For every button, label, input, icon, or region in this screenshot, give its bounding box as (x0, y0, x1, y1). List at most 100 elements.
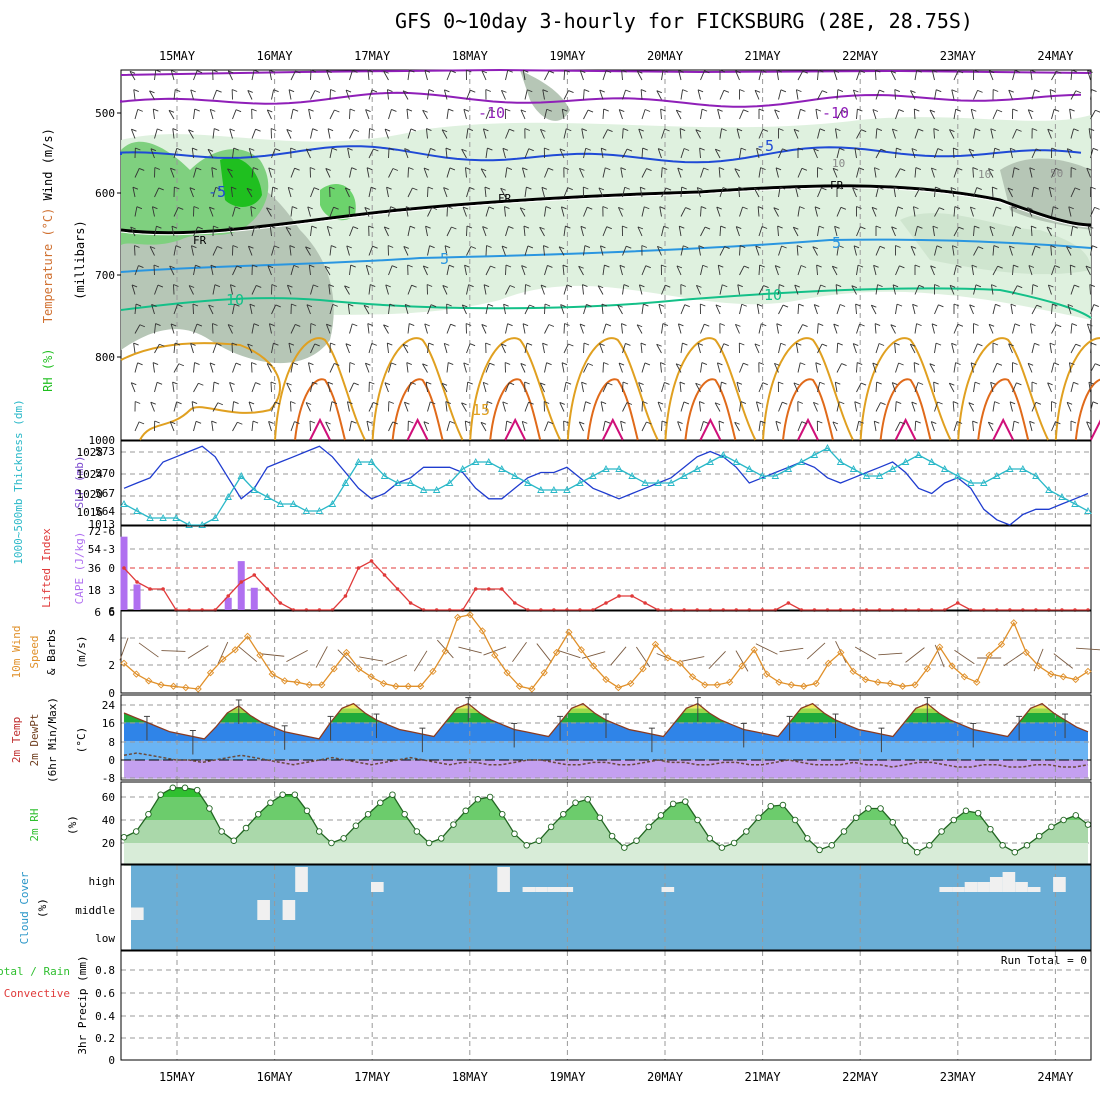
wind-barb (271, 304, 277, 315)
wind-barb (1007, 187, 1013, 198)
wind-barb (778, 284, 780, 295)
wind-barb (407, 323, 410, 334)
wind-barb (933, 128, 935, 139)
wind-barb (345, 343, 350, 354)
thickness-point (953, 472, 962, 479)
wind-barb (1066, 246, 1072, 256)
thickness-point (289, 500, 298, 507)
wind-barb (1031, 89, 1036, 100)
wind-barb-flag (1030, 69, 1036, 73)
wind-barb-flag (481, 324, 487, 327)
wind-barb (856, 129, 862, 139)
wind-barb-flag (1067, 304, 1074, 307)
wind-barb (700, 226, 706, 237)
rh-point (962, 807, 970, 815)
wind-barb-flag (872, 109, 879, 112)
rh-tick-60: 60 (102, 791, 115, 804)
wind-point (1072, 675, 1080, 684)
wind-barb (719, 225, 722, 237)
wind-barb-flag (856, 206, 862, 209)
wind-barb-flag (402, 343, 409, 347)
wind-barb (949, 129, 955, 139)
wind-barb (875, 148, 882, 159)
wind-barb-flag (951, 342, 957, 346)
wind-barb (446, 109, 449, 120)
wind-barb (953, 265, 957, 276)
wind-barb (227, 324, 233, 334)
wind-barb-flag (955, 108, 961, 112)
wind-barb-flag (430, 148, 436, 151)
wind-barb-flag (702, 264, 708, 268)
wind-barb-flag (274, 148, 281, 152)
wind-barb-flag (392, 168, 399, 171)
wind-barb (661, 285, 666, 295)
thickness-point (914, 451, 923, 458)
wind-barb (797, 421, 803, 432)
wind-barb (290, 324, 296, 334)
wind-barb-flag (599, 343, 605, 347)
wind-barb-flag (760, 420, 766, 424)
wind-barb (715, 304, 721, 315)
wind-barb-flag (860, 382, 867, 386)
wind-point (812, 679, 820, 688)
wind-barb (951, 245, 955, 256)
wind-barb (641, 265, 647, 276)
wind-barb (579, 168, 584, 178)
wind-barb (480, 422, 487, 432)
wind-barb (836, 304, 841, 315)
wind-barb (875, 381, 878, 393)
wind-barb (756, 148, 760, 159)
top-date-17MAY: 17MAY (354, 49, 391, 63)
cloud-level-middle: middle (75, 904, 115, 917)
wind-barb-flag (754, 187, 760, 191)
wind-barb (638, 284, 643, 295)
wind-barb-flag (723, 89, 730, 93)
pressure-tick-500: 500 (95, 107, 115, 120)
wind-barb (1090, 304, 1095, 315)
wind-barb (834, 382, 838, 393)
wind-barb-flag (794, 284, 800, 288)
wind-barb-flag (135, 401, 141, 404)
wind-barb (914, 382, 919, 393)
wind-point (948, 662, 956, 670)
wind-barb (968, 402, 974, 412)
wind-barb-flag (175, 245, 182, 249)
wind-barb (852, 187, 857, 198)
wind-barb-flag (890, 70, 897, 74)
thickness-point (862, 472, 871, 479)
rh-point (218, 828, 225, 835)
wind-barb (544, 324, 550, 334)
wind-barb-flag (953, 147, 959, 151)
wind-barb (911, 401, 916, 412)
wind-barb-flag (675, 363, 682, 367)
wind-barb-flag (996, 206, 1002, 210)
rh-point (279, 791, 286, 798)
wind-barb-flag (391, 109, 397, 112)
wind-barb (346, 245, 350, 256)
wind-barb (349, 70, 353, 81)
wind-barb-flag (584, 245, 591, 249)
wind-barb (602, 70, 607, 81)
wind-barb (909, 343, 916, 354)
wind-barb-flag (365, 362, 371, 366)
wind-barb-flag (778, 381, 784, 385)
wind-barb-flag (173, 284, 179, 287)
wind-barb-flag (1028, 265, 1035, 268)
wind-barb (700, 109, 703, 120)
wind-barb (427, 401, 431, 412)
wind-barb (288, 343, 292, 354)
wind-barb (622, 284, 625, 295)
wind-barb-flag (157, 284, 164, 288)
thickness-point (1019, 465, 1027, 472)
wind-barb (737, 284, 740, 295)
wind-barb (1051, 71, 1057, 81)
wind-barb (639, 187, 643, 198)
wind-barb (914, 420, 917, 432)
wind-barb-flag (835, 381, 841, 385)
wind-barb-flag (607, 382, 613, 386)
wind-point (627, 679, 635, 688)
wind-barb-flag (1088, 225, 1094, 229)
wind-barb-flag (410, 128, 417, 132)
wind-barb-flag (1092, 147, 1099, 151)
wind-barb-flag (568, 343, 574, 347)
